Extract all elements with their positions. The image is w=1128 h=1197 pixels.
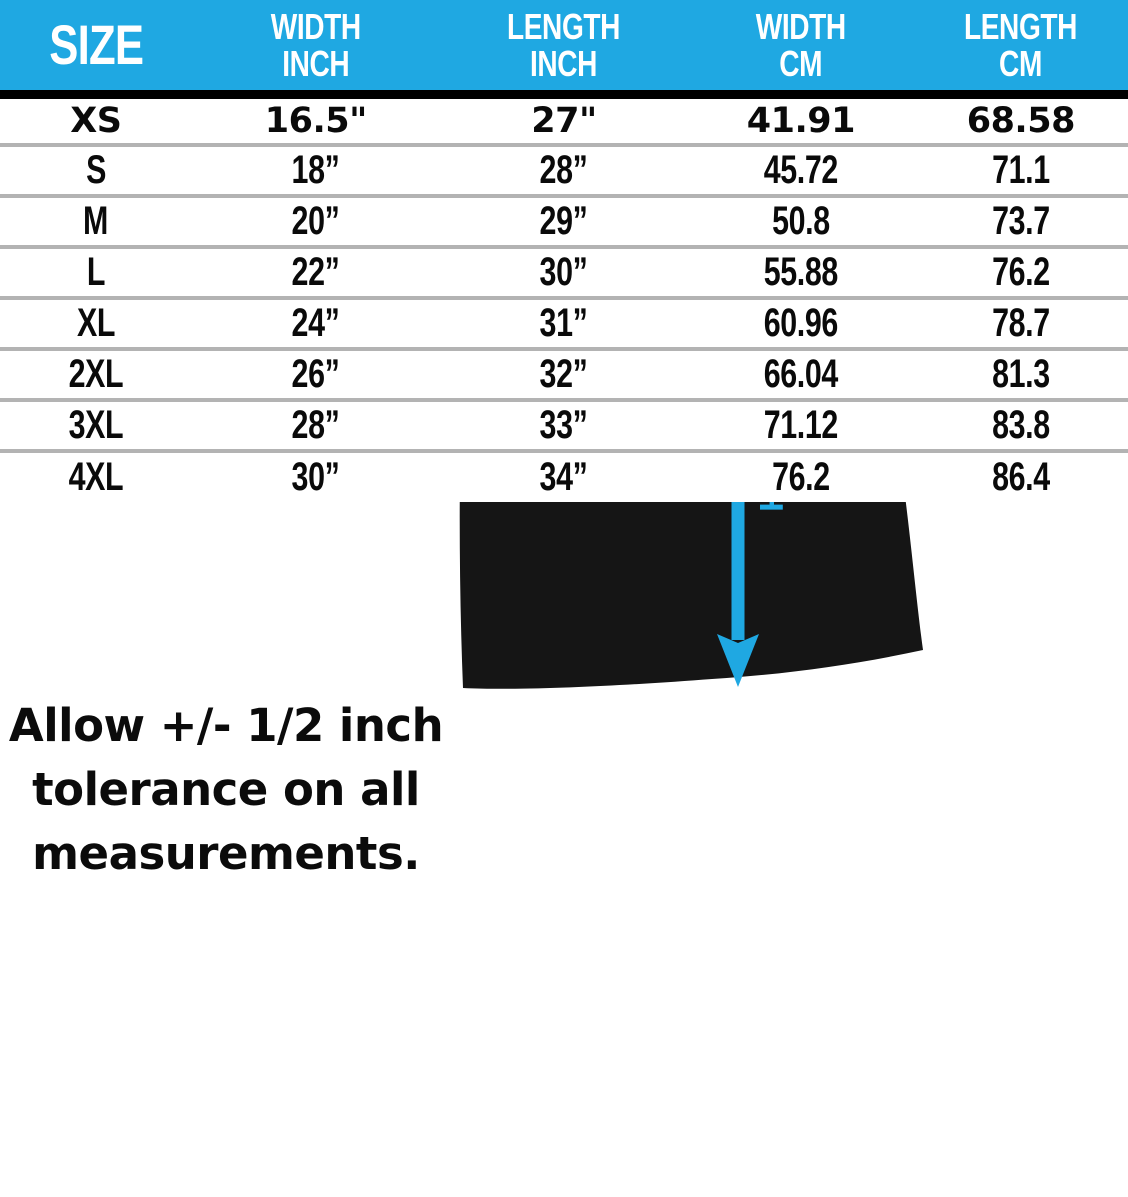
tshirt-measurement-diagram: WIDTH LENGTH Allow +/- 1/2 inch toleranc… [9,4,1017,880]
length-inch-value: 28” [540,148,588,192]
tshirt-collar-seam [578,27,823,97]
width-inch-value: 16.5" [264,101,368,142]
tolerance-note: Allow +/- 1/2 inch tolerance on all meas… [0,694,452,886]
length-arrowhead-bottom [717,634,759,687]
tolerance-line-2: tolerance on all [32,763,420,816]
table-row-l: L 22” 30” 55.88 76.2 [0,247,1128,298]
measurement-arrows [459,9,887,687]
table-row-s: S 18” 28” 45.72 71.1 [0,145,1128,196]
width-inch-value: 24” [291,301,340,345]
size-value: 3XL [68,403,124,447]
width-cm-value: 45.72 [763,148,839,192]
table-row-m: M 20” 29” 50.8 73.7 [0,196,1128,247]
length-cm-value: 83.8 [991,403,1050,447]
length-inch-value: 29” [540,199,588,243]
length-inch-value: 31” [540,301,588,345]
header-length-inch: LENGTH INCH [440,0,688,94]
width-cm-value: 60.96 [763,301,839,345]
header-length-cm-line2: CM [999,42,1043,84]
size-value: M [83,199,109,243]
width-inch-value: 22” [291,250,340,294]
header-width-cm-line2: CM [779,42,823,84]
length-cm-value: 71.1 [991,148,1050,192]
header-length-cm: LENGTH CM [914,0,1128,94]
length-cm-value: 68.58 [966,101,1076,142]
table-row-4xl: 4XL 30” 34” 76.2 86.4 [0,451,1128,502]
width-inch-value: 30” [291,455,340,499]
header-width-cm-line1: WIDTH [755,5,846,47]
length-arrow-label: LENGTH [752,394,788,512]
width-inch-value: 18” [291,148,340,192]
tshirt-body [340,4,1017,689]
length-cm-value: 86.4 [991,455,1050,499]
width-cm-value: 71.12 [763,403,839,447]
length-inch-value: 33” [540,403,588,447]
tshirt-wrinkles [355,56,995,449]
table-row-xl: XL 24” 31” 60.96 78.7 [0,298,1128,349]
header-length-cm-line1: LENGTH [964,5,1078,47]
table-row-xs: XS 16.5" 27" 41.91 68.58 [0,94,1128,145]
size-chart-table: SIZE WIDTH INCH LENGTH INCH WIDTH CM LENGTH… [0,0,1128,502]
header-width-inch: WIDTH INCH [192,0,440,94]
tshirt-collar [580,9,821,95]
length-inch-value: 32” [540,352,588,396]
size-value: 4XL [68,455,124,499]
table-row-2xl: 2XL 26” 32” 66.04 81.3 [0,349,1128,400]
length-arrowhead-top [717,9,759,62]
size-value: XS [70,101,122,142]
length-cm-value: 73.7 [991,199,1050,243]
width-inch-value: 26” [291,352,340,396]
header-width-inch-line2: INCH [282,42,350,84]
header-width-inch-line1: WIDTH [270,5,361,47]
width-inch-value: 28” [291,403,340,447]
length-arrow-line [731,55,745,640]
length-cm-value: 81.3 [991,352,1050,396]
length-cm-value: 78.7 [991,301,1050,345]
size-value: L [86,250,106,294]
header-size-label: SIZE [48,12,144,76]
header-size: SIZE [0,0,192,94]
length-inch-value: 30” [540,250,588,294]
tolerance-line-1: Allow +/- 1/2 inch [8,699,444,752]
header-width-cm: WIDTH CM [688,0,914,94]
width-cm-value: 41.91 [746,101,856,142]
length-inch-value: 34” [540,455,588,499]
width-inch-value: 20” [291,199,340,243]
width-arrowhead-left [459,274,513,316]
width-cm-value: 76.2 [772,455,830,499]
size-value: S [85,148,106,192]
size-value: 2XL [68,352,124,396]
width-arrowhead-right [833,274,887,316]
tolerance-line-3: measurements. [32,827,420,880]
header-length-inch-line1: LENGTH [507,5,621,47]
length-inch-value: 27" [531,101,597,142]
width-arrow-label: WIDTH [574,250,670,289]
width-arrow-line [495,288,851,302]
width-cm-value: 50.8 [772,199,830,243]
width-cm-value: 66.04 [763,352,839,396]
length-cm-value: 76.2 [991,250,1050,294]
width-cm-value: 55.88 [763,250,839,294]
header-row: SIZE WIDTH INCH LENGTH INCH WIDTH CM LENGTH… [0,0,1128,94]
header-length-inch-line2: INCH [530,42,598,84]
size-value: XL [76,301,115,345]
tshirt-diagram-svg: WIDTH LENGTH [340,4,1017,689]
table-row-3xl: 3XL 28” 33” 71.12 83.8 [0,400,1128,451]
